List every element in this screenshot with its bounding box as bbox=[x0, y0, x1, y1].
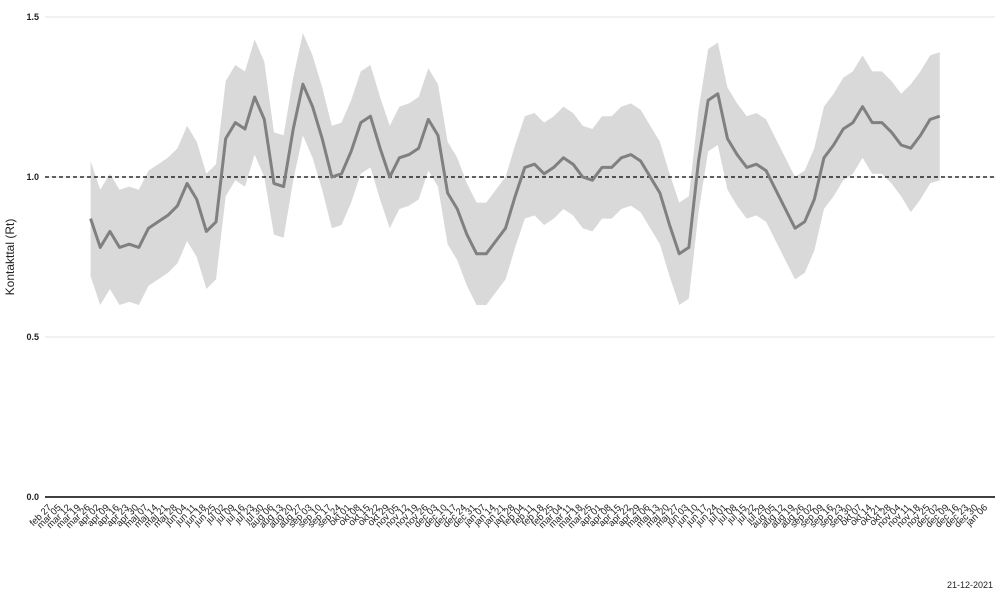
y-tick-label: 0.0 bbox=[26, 492, 39, 502]
y-tick-label: 0.5 bbox=[26, 332, 39, 342]
y-axis-label: Kontakttal (Rt) bbox=[3, 219, 17, 296]
rt-line bbox=[89, 82, 941, 256]
y-tick-label: 1.5 bbox=[26, 12, 39, 22]
confidence-band bbox=[90, 33, 940, 305]
y-tick-label: 1.0 bbox=[26, 172, 39, 182]
date-note: 21-12-2021 bbox=[947, 580, 993, 590]
